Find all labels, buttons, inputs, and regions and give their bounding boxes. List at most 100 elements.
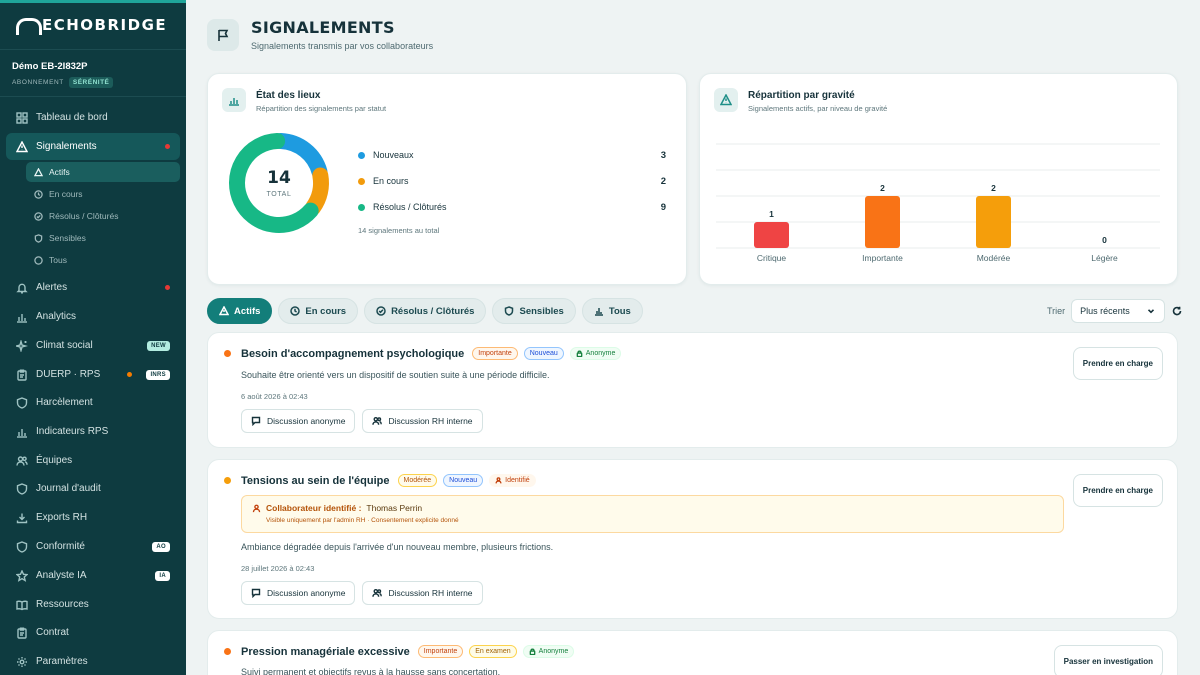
refresh-button[interactable] — [1171, 305, 1183, 317]
check-circle-icon — [376, 306, 386, 316]
users-icon — [372, 416, 383, 425]
sort-value: Plus récents — [1080, 306, 1130, 316]
prendre-en-charge-button[interactable]: Prendre en charge — [1072, 347, 1163, 380]
sidebar-item-label: Contrat — [36, 627, 69, 638]
warning-icon — [219, 306, 229, 316]
gear-icon — [16, 656, 28, 668]
sidebar-item-analytics[interactable]: Analytics — [6, 303, 180, 330]
button-label: Discussion RH interne — [388, 588, 473, 598]
sidebar-accent-line — [0, 0, 186, 3]
sidebar-item-label: Analyste IA — [36, 570, 87, 581]
identity-tag: Identifié — [489, 474, 536, 487]
status-card-subtitle: Répartition des signalements par statut — [256, 104, 387, 113]
button-label: Discussion RH interne — [388, 416, 473, 426]
legend-value: 3 — [660, 149, 666, 161]
refresh-icon — [1172, 306, 1182, 316]
sidebar-item-ressources[interactable]: Ressources — [6, 591, 180, 618]
tab-label: Résolus / Clôturés — [391, 305, 475, 317]
sidebar-subitem-label: Actifs — [49, 167, 70, 177]
tab-actifs[interactable]: Actifs — [207, 298, 273, 324]
sidebar-item-tableau-de-bord[interactable]: Tableau de bord — [6, 104, 180, 131]
plan-badge: SÉRÉNITÉ — [68, 77, 114, 88]
sidebar-item-exports-rh[interactable]: Exports RH — [6, 504, 180, 531]
sidebar-item-climat-social[interactable]: Climat social NEW — [6, 332, 180, 359]
report-date: 28 juillet 2026 à 02:43 — [241, 564, 315, 573]
tab-sensibles[interactable]: Sensibles — [492, 298, 576, 324]
discussion-rh-button[interactable]: Discussion RH interne — [362, 581, 483, 605]
flag-icon — [207, 18, 239, 51]
bar-chart-icon — [16, 311, 28, 323]
report-description: Suivi permanent et objectifs revus à la … — [241, 667, 501, 675]
sidebar-subitem-sensibles[interactable]: Sensibles — [26, 228, 180, 248]
bar-value-label: 2 — [991, 183, 996, 193]
sidebar-item-duerp[interactable]: DUERP · RPS INRS — [6, 361, 180, 388]
tab-en-cours[interactable]: En cours — [278, 298, 359, 324]
sidebar-item-label: Harcèlement — [36, 397, 93, 408]
brand[interactable]: ECHOBRIDGE — [16, 16, 168, 35]
bar-category-label: Modérée — [977, 253, 1011, 263]
sidebar-item-analyste-ia[interactable]: Analyste IA IA — [6, 562, 180, 589]
sidebar-item-harcelement[interactable]: Harcèlement — [6, 389, 180, 416]
sidebar-item-signalements[interactable]: Signalements — [6, 133, 180, 160]
notification-dot — [127, 372, 132, 377]
sidebar-item-label: Climat social — [36, 340, 93, 351]
legend-label: Résolus / Clôturés — [373, 202, 447, 212]
sidebar-item-conformite[interactable]: Conformité AO — [6, 533, 180, 560]
severity-card: Répartition par gravité Signalements act… — [699, 73, 1178, 285]
page-header: SIGNALEMENTS Signalements transmis par v… — [207, 18, 433, 51]
sidebar-item-contrat[interactable]: Contrat — [6, 619, 180, 646]
sort-control: Trier Plus récents — [1047, 299, 1183, 323]
chat-icon — [251, 588, 261, 598]
divider — [0, 96, 186, 97]
star-icon — [16, 569, 28, 582]
circle-icon — [34, 255, 43, 265]
sidebar-item-equipes[interactable]: Équipes — [6, 447, 180, 474]
book-icon — [16, 599, 28, 611]
sidebar-item-journal-audit[interactable]: Journal d'audit — [6, 475, 180, 502]
severity-tag: Modérée — [397, 474, 438, 487]
prendre-en-charge-button[interactable]: Prendre en charge — [1072, 474, 1163, 507]
sidebar-item-indicateurs-rps[interactable]: Indicateurs RPS — [6, 418, 180, 445]
sidebar-subitem-actifs[interactable]: Actifs — [26, 162, 180, 182]
identity-tag-label: Identifié — [505, 477, 530, 484]
report-card[interactable]: Pression managériale excessive Important… — [207, 630, 1178, 675]
status-tag: En examen — [469, 645, 517, 658]
ia-badge: IA — [155, 570, 170, 581]
legend-value: 2 — [660, 175, 666, 187]
users-icon — [372, 588, 383, 597]
bar-critique — [754, 222, 789, 248]
report-card[interactable]: Besoin d'accompagnement psychologique Im… — [207, 332, 1178, 448]
sort-label: Trier — [1047, 306, 1066, 316]
tab-label: Actifs — [234, 305, 261, 317]
sidebar-item-parametres[interactable]: Paramètres — [6, 648, 180, 675]
legend-label: Nouveaux — [373, 150, 414, 160]
sidebar-item-alertes[interactable]: Alertes — [6, 274, 180, 301]
download-icon — [16, 512, 28, 524]
bar-chart-icon — [16, 426, 28, 438]
sidebar-subitem-tous[interactable]: Tous — [26, 250, 180, 270]
bar-modérée — [976, 196, 1011, 248]
sidebar-subitem-resolus[interactable]: Résolus / Clôturés — [26, 206, 180, 226]
anonymity-tag: Anonyme — [522, 645, 575, 658]
clock-icon — [290, 306, 301, 316]
sort-select[interactable]: Plus récents — [1071, 299, 1166, 323]
bar-importante — [865, 196, 900, 248]
severity-tag: Importante — [417, 645, 464, 658]
passer-en-investigation-button[interactable]: Passer en investigation — [1053, 645, 1163, 675]
shield-icon — [505, 306, 514, 316]
sidebar-item-label: Journal d'audit — [36, 483, 101, 494]
sidebar-item-label: Indicateurs RPS — [36, 426, 109, 437]
sparkle-icon — [16, 339, 28, 352]
report-card[interactable]: Tensions au sein de l'équipe Modérée Nou… — [207, 459, 1178, 619]
tab-tous[interactable]: Tous — [581, 298, 643, 324]
discussion-rh-button[interactable]: Discussion RH interne — [362, 409, 483, 433]
sidebar-subitem-en-cours[interactable]: En cours — [26, 184, 180, 204]
discussion-anonyme-button[interactable]: Discussion anonyme — [241, 409, 356, 433]
legend-value: 9 — [660, 201, 666, 213]
check-circle-icon — [34, 211, 43, 221]
discussion-anonyme-button[interactable]: Discussion anonyme — [241, 581, 356, 605]
tab-resolus[interactable]: Résolus / Clôturés — [364, 298, 487, 324]
sidebar-item-label: Équipes — [36, 455, 73, 466]
bar-value-label: 2 — [880, 183, 885, 193]
brand-name: ECHOBRIDGE — [42, 16, 168, 34]
